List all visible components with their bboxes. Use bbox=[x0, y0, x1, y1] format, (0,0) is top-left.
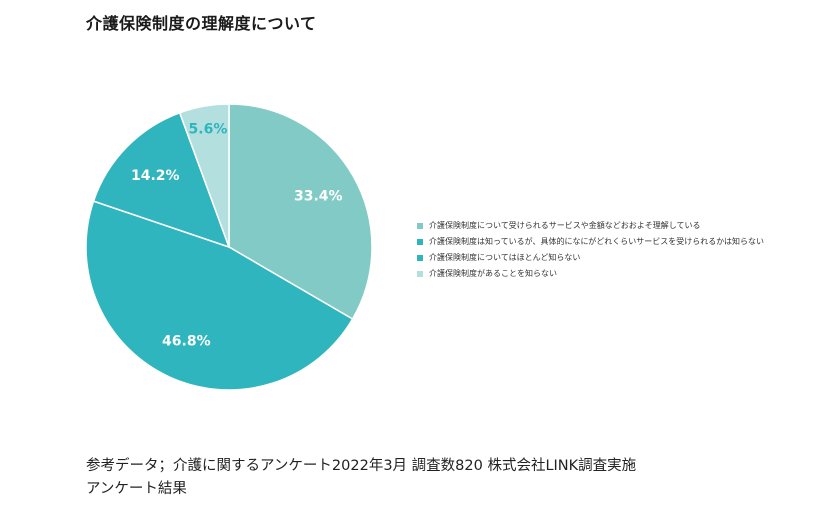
pie-slice-label-3: 14.2% bbox=[131, 168, 180, 184]
footnote: 参考データ；介護に関するアンケート2022年3月 調査数820 株式会社LINK… bbox=[86, 455, 636, 501]
pie-slice-3 bbox=[92, 111, 231, 249]
legend-label: 介護保険制度があることを知らない bbox=[429, 269, 557, 278]
legend-item-3: 介護保険制度についてはほとんど知らない bbox=[417, 251, 764, 264]
legend-label: 介護保険制度についてはほとんど知らない bbox=[429, 253, 581, 262]
legend-swatch bbox=[417, 238, 423, 245]
footnote-source: 参考データ；介護に関するアンケート2022年3月 調査数820 株式会社LINK… bbox=[86, 458, 637, 474]
legend-label: 介護保険制度について受けられるサービスや金額などおおよそ理解している bbox=[429, 221, 701, 230]
pie-slice-label-1: 33.4% bbox=[294, 189, 343, 205]
legend-item-2: 介護保険制度は知っているが、具体的になにがどれくらいサービスを受けられるかは知ら… bbox=[417, 235, 764, 248]
footnote-caption: アンケート結果 bbox=[86, 481, 187, 497]
chart-legend: 介護保険制度について受けられるサービスや金額などおおよそ理解している 介護保険制度… bbox=[417, 219, 764, 283]
legend-swatch bbox=[417, 270, 423, 277]
pie-chart: 33.4% 46.8% 14.2% 5.6% bbox=[85, 103, 373, 391]
pie-slice-label-2: 46.8% bbox=[162, 334, 211, 350]
legend-label: 介護保険制度は知っているが、具体的になにがどれくらいサービスを受けられるかは知ら… bbox=[429, 237, 764, 246]
chart-title: 介護保険制度の理解度について bbox=[86, 14, 317, 33]
pie-slice-1 bbox=[228, 103, 373, 321]
legend-swatch bbox=[417, 254, 423, 261]
pie-slice-label-4: 5.6% bbox=[189, 122, 228, 138]
legend-swatch bbox=[417, 222, 423, 229]
legend-item-1: 介護保険制度について受けられるサービスや金額などおおよそ理解している bbox=[417, 219, 764, 232]
pie-slice-2 bbox=[85, 200, 354, 391]
legend-item-4: 介護保険制度があることを知らない bbox=[417, 267, 764, 280]
pie-slice-4 bbox=[178, 103, 230, 248]
